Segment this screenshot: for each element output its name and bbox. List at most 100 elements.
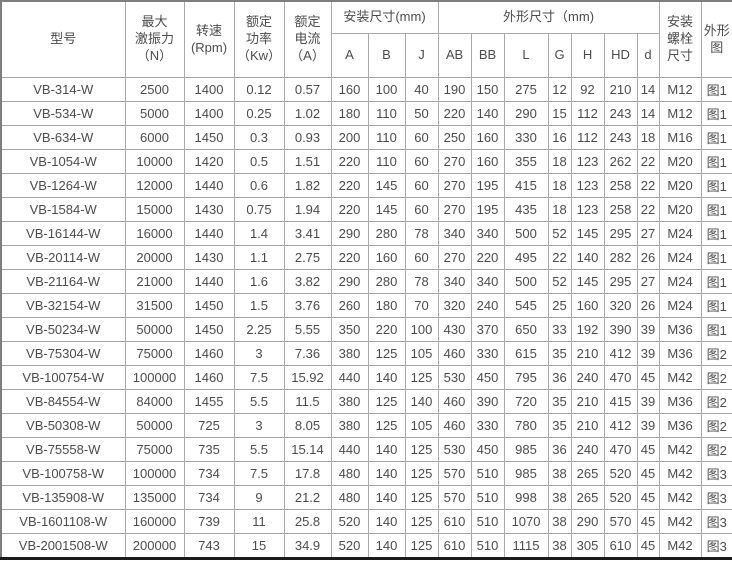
value-cell: 160	[330, 77, 369, 102]
value-cell: 图1	[700, 317, 732, 342]
value-cell: 1400	[183, 101, 235, 126]
value-cell: 图1	[700, 149, 732, 174]
value-cell: M20	[658, 149, 702, 174]
value-cell: 180	[367, 293, 406, 318]
value-cell: 1440	[183, 221, 235, 246]
value-cell: 330	[470, 413, 505, 438]
value-cell: 15.14	[283, 437, 332, 462]
value-cell: 240	[570, 437, 605, 462]
value-cell: 610	[437, 509, 472, 534]
value-cell: 320	[437, 293, 472, 318]
value-cell: 0.5	[233, 149, 285, 174]
table-row: VB-20114-W 20000 1430 1.1 2.75 220 160 60 270 220…	[0, 245, 732, 270]
value-cell: 50000	[124, 413, 185, 438]
value-cell: 998	[503, 485, 549, 510]
table-row: VB-75558-W 75000 735 5.5 15.14 440 140 125 530 45…	[0, 437, 732, 462]
value-cell: M42	[658, 485, 702, 510]
value-cell: 图3	[700, 485, 732, 510]
col-header-rated-current: 额定 电流 （A）	[283, 0, 332, 78]
value-cell: 330	[470, 341, 505, 366]
value-cell: 图1	[700, 125, 732, 150]
value-cell: 440	[330, 437, 369, 462]
value-cell: 330	[503, 125, 549, 150]
value-cell: 18	[547, 197, 572, 222]
value-cell: 38	[547, 533, 572, 559]
value-cell: 78	[404, 221, 439, 246]
value-cell: 258	[603, 197, 638, 222]
value-cell: 图1	[700, 221, 732, 246]
col-header-speed: 转速 (Rpm)	[183, 0, 235, 78]
col-header-d: d	[636, 33, 660, 78]
table-row: VB-135908-W 135000 734 9 21.2 480 140 125 570 510…	[0, 485, 732, 510]
table-row: VB-314-W 2500 1400 0.12 0.57 160 100 40 190 150 27…	[0, 77, 732, 102]
value-cell: 1450	[183, 293, 235, 318]
value-cell: 图1	[700, 101, 732, 126]
value-cell: 510	[470, 461, 505, 486]
value-cell: 2.75	[283, 245, 332, 270]
value-cell: 270	[437, 173, 472, 198]
value-cell: 26	[636, 293, 660, 318]
value-cell: 520	[330, 509, 369, 534]
value-cell: 145	[367, 197, 406, 222]
value-cell: 123	[570, 197, 605, 222]
value-cell: M42	[658, 533, 702, 559]
value-cell: 220	[330, 149, 369, 174]
col-header-bolt-size: 安装 螺栓 尺寸	[658, 0, 702, 78]
value-cell: 22	[636, 197, 660, 222]
model-cell: VB-1601108-W	[0, 509, 126, 534]
table-row: VB-634-W 6000 1450 0.3 0.93 200 110 60 250 160 330…	[0, 125, 732, 150]
value-cell: 45	[636, 365, 660, 390]
value-cell: 412	[603, 413, 638, 438]
table-row: VB-50234-W 50000 1450 2.25 5.55 350 220 100 430 3…	[0, 317, 732, 342]
value-cell: 200	[330, 125, 369, 150]
value-cell: 290	[330, 269, 369, 294]
value-cell: 125	[367, 341, 406, 366]
value-cell: M42	[658, 461, 702, 486]
col-header-AB: AB	[437, 33, 472, 78]
value-cell: 1440	[183, 269, 235, 294]
value-cell: 52	[547, 221, 572, 246]
value-cell: 45	[636, 509, 660, 534]
value-cell: 110	[367, 149, 406, 174]
model-cell: VB-75558-W	[0, 437, 126, 462]
value-cell: 480	[330, 461, 369, 486]
value-cell: 50000	[124, 317, 185, 342]
value-cell: 45	[636, 437, 660, 462]
value-cell: 265	[570, 461, 605, 486]
value-cell: 3	[233, 413, 285, 438]
value-cell: 15.92	[283, 365, 332, 390]
value-cell: 26	[636, 245, 660, 270]
value-cell: 430	[437, 317, 472, 342]
value-cell: 1455	[183, 389, 235, 414]
value-cell: 12000	[124, 173, 185, 198]
value-cell: 160	[570, 293, 605, 318]
value-cell: 1420	[183, 149, 235, 174]
value-cell: 0.93	[283, 125, 332, 150]
value-cell: 743	[183, 533, 235, 559]
value-cell: 60	[404, 149, 439, 174]
value-cell: 22	[636, 173, 660, 198]
value-cell: 210	[570, 413, 605, 438]
col-header-BB: BB	[470, 33, 505, 78]
value-cell: 370	[470, 317, 505, 342]
value-cell: 14	[636, 101, 660, 126]
value-cell: 38	[547, 461, 572, 486]
value-cell: 10000	[124, 149, 185, 174]
value-cell: 100	[367, 77, 406, 102]
table-row: VB-50308-W 50000 725 3 8.05 380 125 105 460 330 78…	[0, 413, 732, 438]
value-cell: 38	[547, 509, 572, 534]
value-cell: M42	[658, 509, 702, 534]
value-cell: M24	[658, 269, 702, 294]
value-cell: 22	[636, 149, 660, 174]
value-cell: 78	[404, 269, 439, 294]
value-cell: 282	[603, 245, 638, 270]
value-cell: 1115	[503, 533, 549, 559]
value-cell: 220	[330, 173, 369, 198]
value-cell: 290	[570, 509, 605, 534]
value-cell: 140	[470, 101, 505, 126]
value-cell: 3	[233, 341, 285, 366]
value-cell: 340	[437, 269, 472, 294]
table-row: VB-100754-W 100000 1460 7.5 15.92 440 140 125 53…	[0, 365, 732, 390]
value-cell: M42	[658, 365, 702, 390]
